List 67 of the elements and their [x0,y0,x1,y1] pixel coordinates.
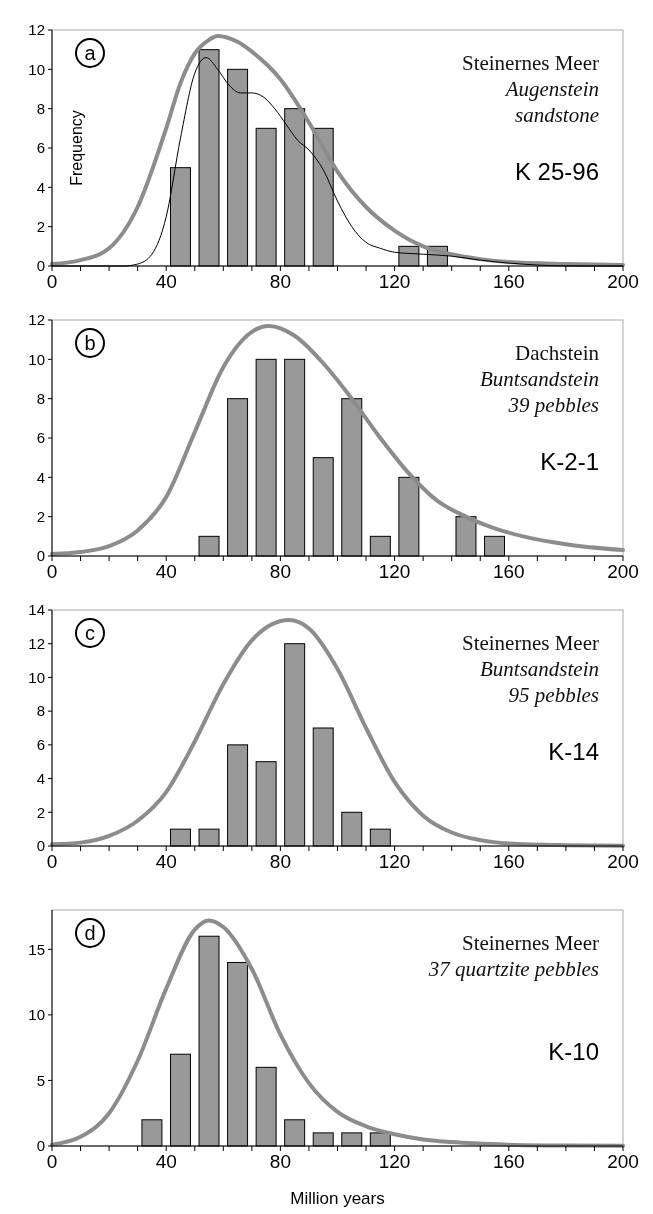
x-tick-label: 80 [269,271,291,292]
y-tick-label: 0 [36,547,45,565]
y-tick-label: 2 [36,803,45,821]
y-tick-label: 4 [36,769,45,787]
annotation: Buntsandstein [480,657,599,681]
annotation: Steinernes Meer [461,631,599,655]
y-tick-label: 5 [36,1071,45,1089]
x-axis-title: Million years [290,1189,385,1208]
annotation: 39 pebbles [507,393,599,417]
x-tick-label: 160 [492,561,525,582]
annotation: Dachstein [515,341,600,365]
annotation: c [85,622,95,644]
annotation: K-10 [548,1038,599,1065]
y-tick-label: 0 [36,837,45,855]
annotation: Augenstein [503,77,599,101]
y-tick-label: 10 [28,60,45,78]
x-tick-label: 80 [269,851,291,872]
x-tick-label: 200 [607,561,639,582]
x-tick-label: 40 [155,851,177,872]
x-tick-label: 160 [492,271,525,292]
y-tick-label: 4 [36,178,45,196]
annotation: Steinernes Meer [461,931,599,955]
annotation: K-2-1 [540,448,599,475]
y-tick-label: 0 [36,257,45,275]
y-tick-label: 6 [36,736,45,754]
y-tick-label: 15 [28,940,45,958]
annotation: sandstone [515,103,599,127]
y-tick-label: 12 [28,311,45,329]
x-tick-label: 120 [378,561,411,582]
y-tick-label: 4 [36,468,45,486]
x-tick-label: 200 [607,1151,639,1172]
annotation: 37 quartzite pebbles [427,957,599,981]
annotation: b [84,332,96,354]
annotation: K-14 [548,738,599,765]
y-tick-label: 10 [28,1006,45,1024]
y-tick-label: 8 [36,389,45,407]
y-tick-label: 2 [36,217,45,235]
x-tick-label: 80 [269,1151,291,1172]
x-tick-label: 40 [155,1151,177,1172]
y-tick-label: 8 [36,99,45,117]
x-tick-label: 160 [492,1151,525,1172]
x-tick-label: 80 [269,561,291,582]
y-tick-label: 6 [36,429,45,447]
y-tick-label: 8 [36,702,45,720]
annotation: d [84,922,96,944]
annotation: Buntsandstein [480,367,599,391]
y-tick-label: 10 [28,350,45,368]
annotation: 95 pebbles [508,683,599,707]
x-tick-label: 40 [155,561,177,582]
x-tick-label: 200 [607,271,639,292]
y-axis-title: Frequency [68,110,85,186]
y-tick-label: 12 [28,21,45,39]
y-tick-label: 0 [36,1137,45,1155]
y-tick-label: 6 [36,139,45,157]
y-tick-label: 14 [28,601,45,619]
annotation: K 25-96 [514,158,599,185]
y-tick-label: 12 [28,634,45,652]
y-tick-label: 2 [36,507,45,525]
x-tick-label: 120 [378,851,411,872]
x-tick-label: 200 [607,851,639,872]
annotation: Steinernes Meer [461,51,599,75]
x-tick-label: 160 [492,851,525,872]
x-tick-label: 120 [378,1151,411,1172]
annotation: a [84,42,97,64]
x-tick-label: 40 [155,271,177,292]
y-tick-label: 10 [28,668,45,686]
x-tick-label: 120 [378,271,411,292]
